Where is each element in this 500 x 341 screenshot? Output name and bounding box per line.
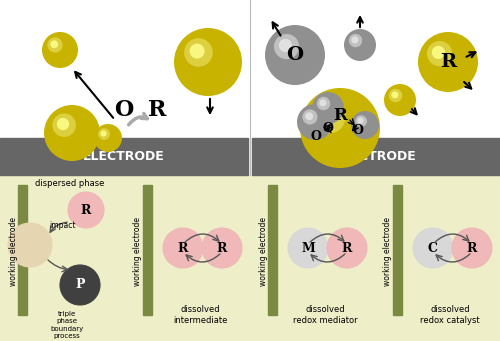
Text: R: R (81, 204, 91, 217)
Text: R: R (342, 241, 352, 254)
Circle shape (384, 84, 416, 116)
Circle shape (44, 105, 100, 161)
Bar (252, 0, 500, 175)
Circle shape (57, 118, 69, 130)
Circle shape (432, 46, 445, 59)
Circle shape (202, 228, 242, 268)
Circle shape (174, 28, 242, 96)
Circle shape (50, 40, 58, 48)
Text: working electrode: working electrode (258, 218, 268, 286)
Bar (252, 138, 500, 175)
Text: O: O (310, 130, 322, 143)
Bar (18, 185, 27, 315)
Bar (268, 185, 277, 315)
Circle shape (68, 192, 104, 228)
Circle shape (297, 104, 333, 140)
Text: C: C (428, 241, 438, 254)
Text: O: O (322, 121, 334, 134)
Bar (125, 175, 250, 341)
Circle shape (320, 99, 326, 106)
Circle shape (312, 100, 346, 134)
Text: R: R (467, 241, 477, 254)
Circle shape (42, 32, 78, 68)
Circle shape (190, 44, 204, 59)
Text: R: R (217, 241, 227, 254)
Bar (0, 138, 248, 175)
Circle shape (94, 124, 122, 152)
Bar (250, 175, 375, 341)
Text: R: R (333, 106, 347, 123)
Circle shape (318, 106, 336, 124)
Circle shape (452, 228, 492, 268)
Text: impact: impact (49, 221, 75, 229)
Circle shape (288, 228, 328, 268)
Circle shape (8, 223, 52, 267)
Text: working electrode: working electrode (134, 218, 142, 286)
Circle shape (184, 38, 213, 67)
Bar (143, 185, 152, 315)
Circle shape (352, 36, 358, 43)
Text: ELECTRODE: ELECTRODE (335, 150, 417, 163)
Circle shape (344, 29, 376, 61)
Circle shape (163, 228, 203, 268)
Text: O: O (352, 123, 364, 136)
Text: dissolved
redox catalyst: dissolved redox catalyst (420, 305, 480, 325)
Circle shape (265, 25, 325, 85)
Circle shape (98, 128, 110, 140)
Text: R: R (178, 241, 188, 254)
Circle shape (312, 92, 344, 124)
Text: triple
phase
boundary
process: triple phase boundary process (50, 311, 84, 339)
Text: R: R (148, 99, 166, 121)
Circle shape (279, 39, 292, 52)
Circle shape (48, 38, 62, 53)
Text: P: P (75, 279, 85, 292)
Circle shape (413, 228, 453, 268)
Text: working electrode: working electrode (8, 218, 18, 286)
Text: R: R (440, 53, 456, 71)
Bar (375, 175, 500, 341)
Circle shape (418, 32, 478, 92)
Circle shape (392, 91, 398, 99)
Text: ELECTRODE: ELECTRODE (83, 150, 165, 163)
Circle shape (351, 111, 379, 139)
Text: O: O (286, 46, 304, 64)
Circle shape (300, 88, 380, 168)
Text: O: O (114, 99, 134, 121)
Circle shape (274, 34, 299, 59)
Circle shape (52, 114, 76, 137)
Bar (0, 0, 248, 175)
Circle shape (60, 265, 100, 305)
Circle shape (389, 89, 402, 102)
Text: working electrode: working electrode (384, 218, 392, 286)
Text: M: M (301, 241, 315, 254)
Circle shape (302, 109, 318, 124)
Circle shape (317, 97, 330, 110)
Text: dissolved
redox mediator: dissolved redox mediator (292, 305, 358, 325)
Circle shape (355, 115, 367, 127)
Circle shape (327, 228, 367, 268)
Circle shape (427, 41, 452, 66)
Text: dissolved
intermediate: dissolved intermediate (173, 305, 227, 325)
Circle shape (100, 131, 106, 137)
Circle shape (358, 117, 364, 123)
Text: dispersed phase: dispersed phase (36, 178, 104, 188)
Circle shape (306, 112, 313, 120)
Bar (393, 185, 402, 315)
Circle shape (349, 34, 362, 47)
Bar (0, 175, 125, 341)
